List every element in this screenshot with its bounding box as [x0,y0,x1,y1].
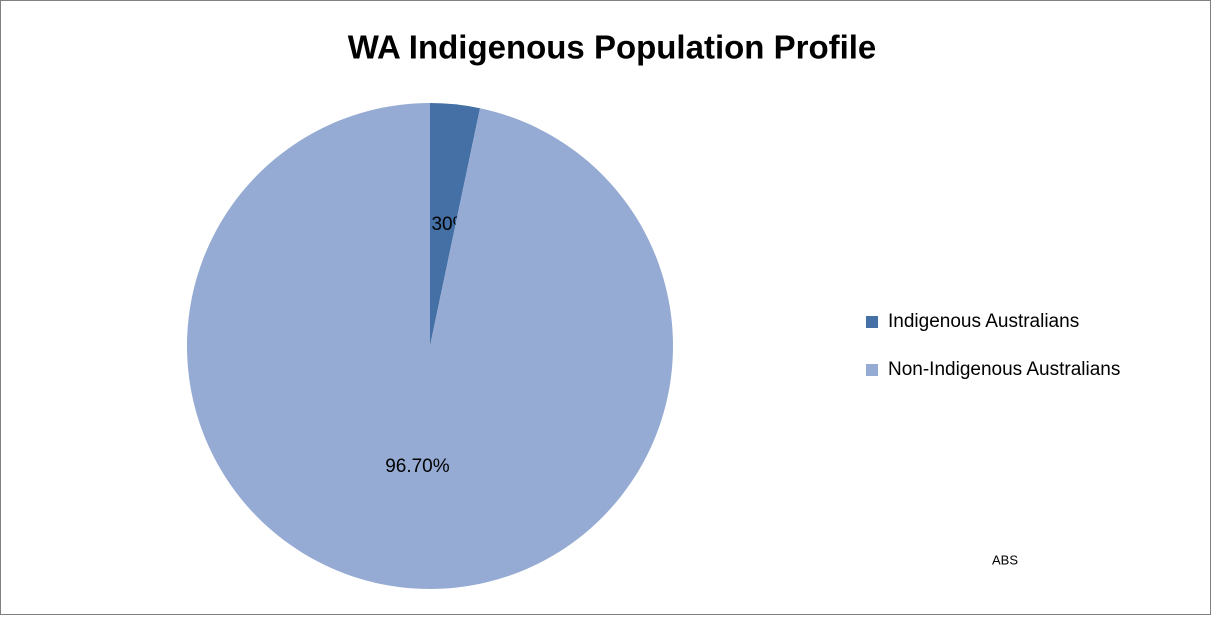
legend-swatch [866,316,878,328]
legend-label: Non-Indigenous Australians [888,359,1120,380]
pie-slice [186,103,674,589]
data-label: 96.70% [385,456,450,477]
chart-title: WA Indigenous Population Profile [348,29,877,66]
pie-slice [430,103,481,346]
annotation: ABS [992,552,1018,567]
legend-label: Indigenous Australians [888,311,1079,332]
legend-swatch [866,364,878,376]
